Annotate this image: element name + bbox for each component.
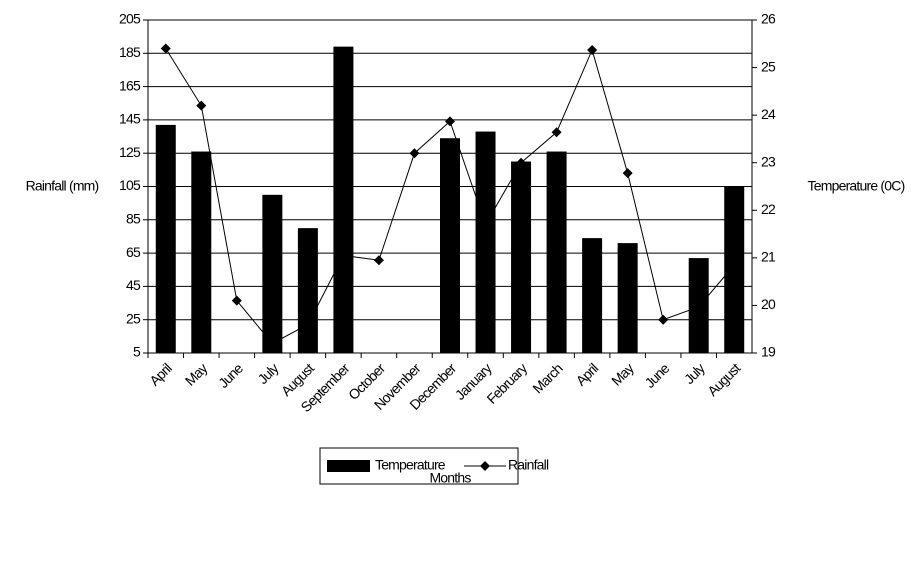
x-tick-label: April [146,360,175,389]
legend-marker [480,461,490,471]
y-tick-label: 105 [119,177,141,193]
legend-label: Rainfall [508,457,549,473]
line-marker [693,301,704,312]
y-tick-label: 45 [126,277,141,293]
y-tick-label: 65 [126,244,141,260]
bar [475,131,496,353]
bar [617,243,638,353]
x-tick-label: June [641,360,672,391]
line-marker [658,314,669,325]
x-tick-label: April [573,360,602,389]
y-tick-label: 85 [126,211,141,227]
bar [511,161,532,353]
y-axis-label: Rainfall (mm) [26,178,99,194]
line-marker [480,219,491,230]
line-marker [373,255,384,266]
legend-box [319,447,519,485]
bar [262,194,283,353]
line-marker [551,127,562,138]
y-tick-label: 125 [119,144,141,160]
y2-tick-label: 25 [761,58,776,74]
y-tick-label: 145 [119,111,141,127]
line-marker [445,116,455,127]
y2-tick-label: 20 [761,296,776,312]
line-marker [587,44,598,55]
line-marker [302,319,313,330]
y-tick-label: 5 [133,344,141,360]
line-marker [409,148,420,159]
y2-tick-label: 23 [761,153,776,169]
line-marker [196,100,207,111]
bar [297,228,318,353]
bar [333,46,354,353]
x-tick-label: July [254,360,281,387]
line-marker [729,259,740,270]
y-tick-label: 205 [119,11,141,27]
line-marker [231,295,242,306]
y-tick-label: 165 [119,77,141,93]
y2-tick-label: 26 [761,11,776,27]
line-marker [622,168,633,179]
x-tick-label: May [608,360,637,389]
line-marker [338,250,349,261]
bar [155,124,176,354]
bar [191,151,212,353]
line-marker [160,43,171,54]
x-tick-label: August [704,360,743,399]
legend-label: Temperature [375,457,446,473]
bar [440,138,460,353]
bar [582,238,603,353]
y-tick-label: 185 [119,44,141,60]
x-tick-label: July [681,360,708,387]
line-marker [516,157,527,168]
x-tick-label: February [483,360,530,407]
y2-tick-label: 19 [761,344,776,360]
bar [546,151,567,353]
line-marker [267,338,278,349]
y2-axis-label: Temperature (0C) [808,178,905,194]
y-tick-label: 25 [126,310,141,326]
y2-tick-label: 24 [761,106,776,122]
x-axis-label: Months [429,470,471,486]
x-tick-label: June [215,360,246,391]
x-tick-label: May [182,360,211,389]
y2-tick-label: 22 [761,201,776,217]
x-tick-label: March [529,360,565,396]
y2-tick-label: 21 [761,249,776,265]
legend-swatch [327,460,370,472]
